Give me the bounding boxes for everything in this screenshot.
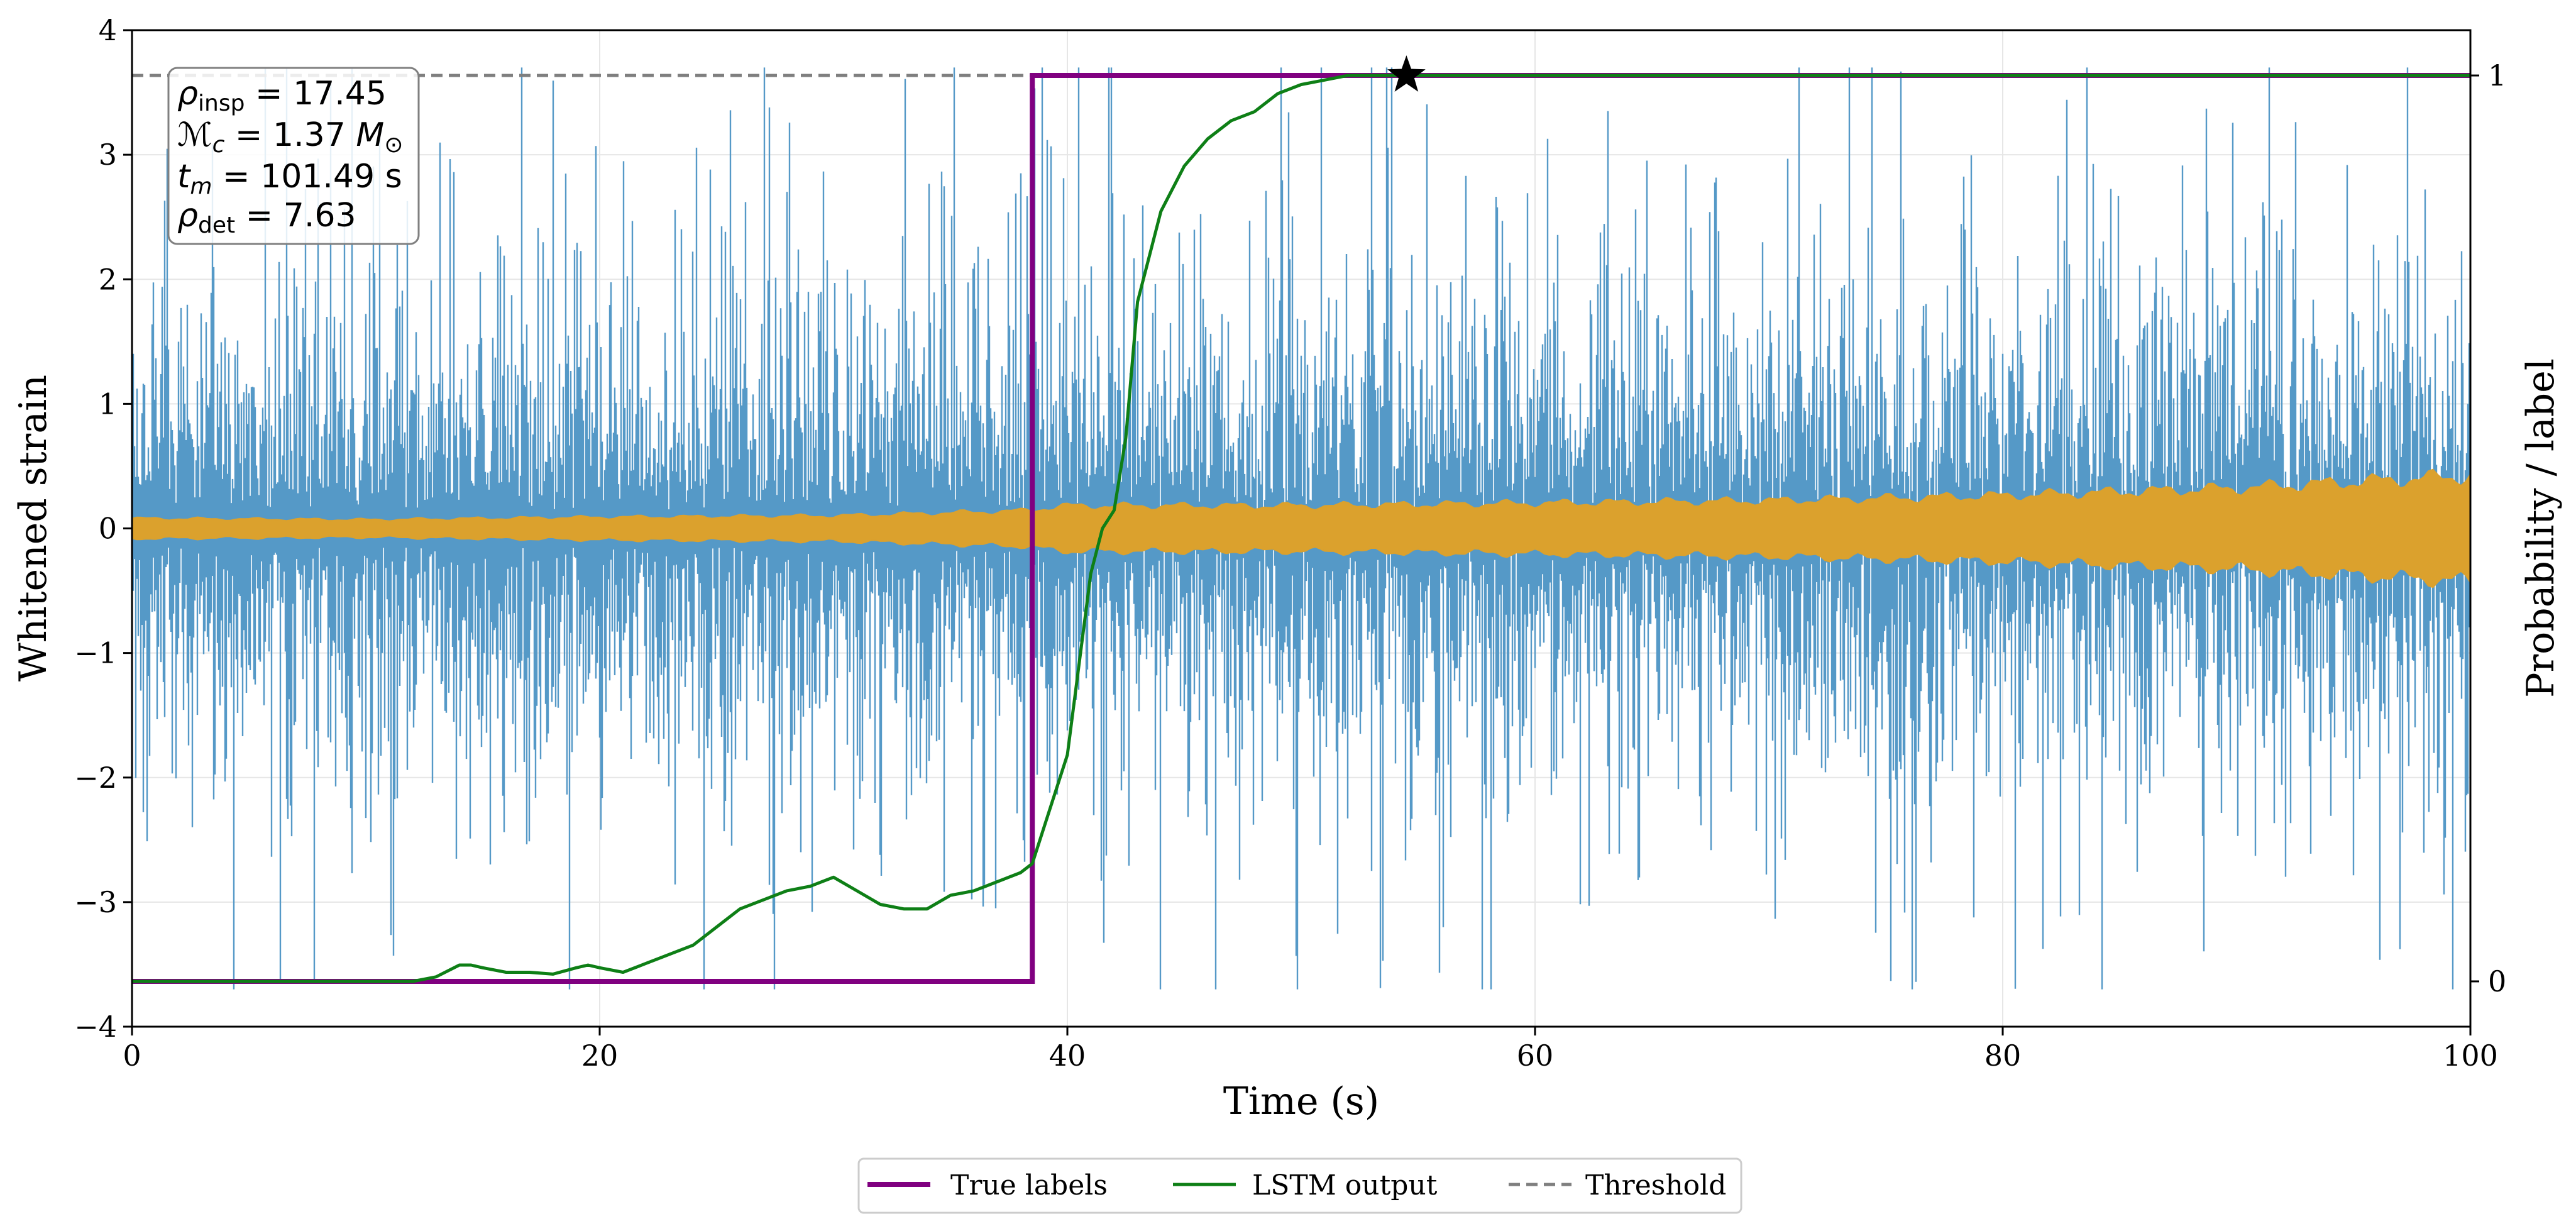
y-tick-label-left: 0 bbox=[99, 512, 117, 546]
x-tick-label: 60 bbox=[1517, 1039, 1554, 1073]
svg-text:ρdet = 7.63: ρdet = 7.63 bbox=[177, 197, 356, 238]
annot-rho-det: 7.63 bbox=[283, 197, 356, 235]
annotation-box: ρinsp = 17.45 ℳc = 1.37 M⊙ tm = 101.49 s… bbox=[167, 67, 420, 245]
y-tick-label-left: 2 bbox=[99, 262, 117, 296]
y-tick-label-right: 1 bbox=[2488, 58, 2506, 92]
y-tick-label-left: −1 bbox=[74, 636, 117, 670]
y-tick-label-left: −3 bbox=[74, 885, 117, 919]
y-tick-label-left: 1 bbox=[99, 387, 117, 421]
y-tick-label-left: 4 bbox=[99, 13, 117, 47]
injected-signal bbox=[132, 468, 2470, 588]
detection-star bbox=[1387, 55, 1426, 92]
lstm-output-line bbox=[132, 74, 2470, 983]
y-tick-label-left: −4 bbox=[74, 1010, 117, 1044]
x-tick-label: 0 bbox=[123, 1039, 141, 1073]
x-tick-label: 20 bbox=[581, 1039, 619, 1073]
y-axis-title-right: Probability / label bbox=[2519, 358, 2563, 698]
x-tick-label: 100 bbox=[2443, 1039, 2498, 1073]
legend-label-lstm-output: LSTM output bbox=[1252, 1169, 1438, 1201]
annot-rho-insp: 17.45 bbox=[293, 75, 387, 113]
y-tick-label-left: −2 bbox=[74, 761, 117, 795]
legend-label-threshold: Threshold bbox=[1585, 1169, 1726, 1201]
legend-label-true-labels: True labels bbox=[950, 1169, 1108, 1201]
svg-text:ρinsp = 17.45: ρinsp = 17.45 bbox=[177, 75, 387, 116]
plot-area bbox=[132, 67, 2470, 990]
svg-text:ℳc = 1.37 M⊙: ℳc = 1.37 M⊙ bbox=[177, 116, 403, 158]
annot-mchirp: 1.37 bbox=[273, 116, 346, 154]
x-axis-title: Time (s) bbox=[1223, 1079, 1379, 1123]
svg-text:tm = 101.49 s: tm = 101.49 s bbox=[177, 158, 402, 199]
annot-t-merger: 101.49 bbox=[260, 158, 375, 196]
x-tick-label: 80 bbox=[1984, 1039, 2022, 1073]
x-tick-label: 40 bbox=[1049, 1039, 1086, 1073]
legend: True labels LSTM output Threshold bbox=[857, 1157, 1742, 1214]
y-axis-title-left: Whitened strain bbox=[11, 375, 55, 682]
y-tick-label-right: 0 bbox=[2488, 964, 2506, 998]
y-tick-label-left: 3 bbox=[99, 138, 117, 172]
